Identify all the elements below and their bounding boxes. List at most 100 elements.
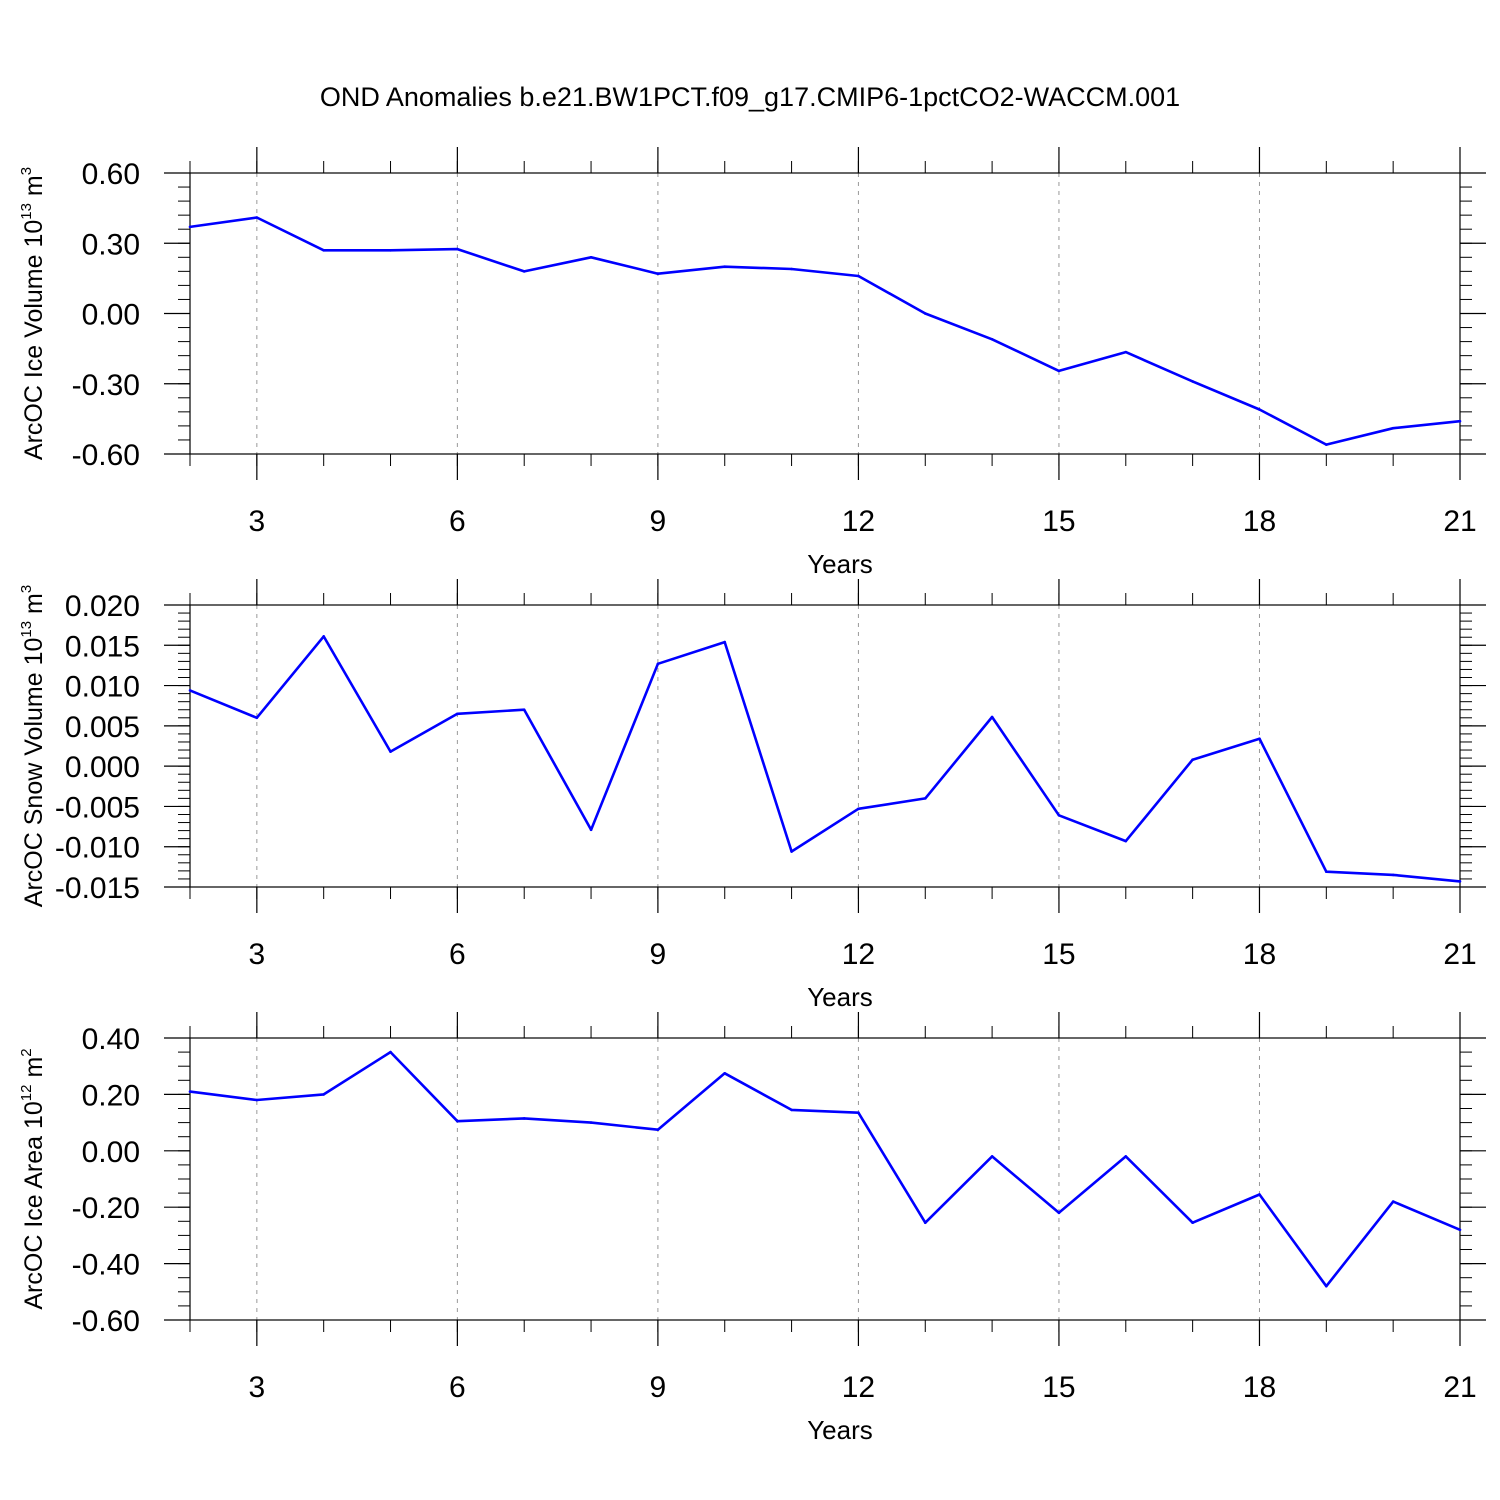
- ice-volume-data-point: [857, 274, 860, 278]
- ice-area-ylabel-unit-exponent: 2: [18, 1048, 35, 1056]
- panel-snow-volume: 3 6 9 12 15 18 21 0.020 0.015 0.010 0.005 0.000 -0.0…: [18, 579, 1486, 1012]
- snow-volume-xlabel: Years: [807, 982, 873, 1012]
- ice-volume-x-tick-label: 21: [1443, 505, 1476, 538]
- snow-volume-data-point: [857, 807, 860, 811]
- panel-ice-area: 3 6 9 12 15 18 21 0.40 0.20 0.00 -0.20 -0.40 -0.60 A…: [18, 1012, 1486, 1445]
- ice-volume-data-point: [723, 265, 727, 268]
- snow-volume-data-point: [322, 635, 325, 638]
- snow-volume-x-tick-label: 3: [248, 938, 265, 971]
- snow-volume-y-tick-label: -0.010: [55, 832, 140, 865]
- ice-volume-series-line: [189, 216, 1461, 446]
- ice-area-data-point: [1124, 1155, 1128, 1158]
- ice-volume-x-tick-label: 6: [449, 505, 466, 538]
- ice-volume-y-tick-label: -0.60: [72, 439, 140, 472]
- ice-area-axes: 3 6 9 12 15 18 21 0.40 0.20 0.00 -0.20 -0.40 -0.60: [72, 1012, 1486, 1404]
- snow-volume-grid: [256, 605, 1260, 887]
- ice-volume-xlabel: Years: [807, 549, 873, 579]
- snow-volume-data-point: [188, 689, 192, 692]
- snow-volume-series: [188, 635, 1462, 883]
- ice-area-data-point: [1325, 1284, 1328, 1288]
- ice-area-data-point: [1258, 1193, 1261, 1196]
- snow-volume-data-point: [1391, 873, 1395, 877]
- panel-ice-volume: 3 6 9 12 15 18 21 0.60 0.30 0.00 -0.30 -0.60 ArcOC …: [18, 147, 1486, 579]
- ice-area-y-tick-label: 0.40: [82, 1023, 140, 1056]
- snow-volume-data-point: [255, 716, 259, 720]
- snow-volume-y-tick-label: -0.015: [55, 872, 140, 905]
- ice-volume-data-point: [456, 247, 459, 251]
- ice-volume-data-point: [656, 272, 660, 275]
- ice-volume-series: [188, 216, 1462, 446]
- ice-area-x-tick-label: 12: [842, 1371, 875, 1404]
- ice-area-data-point: [456, 1119, 459, 1123]
- ice-area-x-tick-label: 15: [1042, 1371, 1075, 1404]
- ice-area-x-tick-label: 6: [449, 1371, 466, 1404]
- snow-volume-data-point: [589, 828, 593, 832]
- snow-volume-data-point: [522, 708, 526, 712]
- ice-volume-y-tick-label: 0.30: [82, 228, 140, 261]
- snow-volume-data-point: [723, 640, 727, 644]
- snow-volume-x-tick-label: 21: [1443, 938, 1476, 971]
- snow-volume-data-point: [990, 715, 994, 719]
- snow-volume-ylabel-prefix: ArcOC Snow Volume 10: [20, 638, 48, 908]
- ice-area-y-tick-label: -0.40: [72, 1249, 140, 1282]
- ice-volume-data-point: [1258, 408, 1261, 411]
- snow-volume-y-tick-label: 0.010: [65, 671, 140, 704]
- snow-volume-data-point: [389, 750, 392, 753]
- snow-volume-y-tick-label: -0.005: [55, 791, 140, 824]
- ice-area-data-point: [522, 1117, 526, 1120]
- snow-volume-data-point: [1124, 839, 1128, 843]
- ice-volume-grid: [256, 173, 1260, 454]
- ice-volume-ylabel-exponent: 13: [18, 203, 35, 220]
- ice-volume-data-point: [188, 225, 192, 229]
- ice-volume-x-tick-label: 9: [650, 505, 667, 538]
- ice-volume-data-point: [1057, 369, 1061, 373]
- snow-volume-axes: 3 6 9 12 15 18 21 0.020 0.015 0.010 0.005 0.000 -0.0…: [55, 579, 1486, 971]
- ice-volume-data-point: [1124, 350, 1128, 354]
- snow-volume-data-point: [923, 797, 927, 800]
- ice-volume-x-tick-label: 18: [1243, 505, 1276, 538]
- snow-volume-ylabel: ArcOC Snow Volume 1013 m3: [18, 585, 48, 907]
- ice-volume-data-point: [990, 337, 994, 341]
- ice-volume-x-tick-label: 15: [1042, 505, 1075, 538]
- snow-volume-data-point: [1191, 758, 1194, 761]
- ice-area-data-point: [322, 1093, 325, 1096]
- ice-area-x-tick-label: 21: [1443, 1371, 1476, 1404]
- ice-area-data-point: [656, 1128, 660, 1131]
- snow-volume-data-point: [456, 712, 459, 716]
- chart-title: OND Anomalies b.e21.BW1PCT.f09_g17.CMIP6…: [320, 82, 1180, 112]
- snow-volume-y-tick-label: 0.020: [65, 590, 140, 623]
- ice-volume-data-point: [1191, 380, 1194, 383]
- ice-area-data-point: [857, 1111, 860, 1115]
- snow-volume-data-point: [1057, 813, 1061, 817]
- ice-area-data-point: [1057, 1211, 1061, 1215]
- snow-volume-x-tick-label: 9: [650, 938, 667, 971]
- snow-volume-x-tick-label: 12: [842, 938, 875, 971]
- ice-volume-data-point: [790, 267, 793, 271]
- ice-area-data-point: [188, 1090, 192, 1093]
- ice-area-x-tick-label: 9: [650, 1371, 667, 1404]
- ice-volume-x-tick-label: 3: [248, 505, 265, 538]
- ice-area-grid: [256, 1038, 1260, 1320]
- ice-area-ylabel-prefix: ArcOC Ice Area 10: [20, 1101, 48, 1309]
- snow-volume-x-tick-label: 6: [449, 938, 466, 971]
- snow-volume-data-point: [656, 662, 660, 666]
- ice-volume-data-point: [589, 255, 593, 259]
- ice-area-series-line: [189, 1050, 1461, 1288]
- ice-area-y-tick-label: -0.60: [72, 1305, 140, 1338]
- ice-volume-axes: 3 6 9 12 15 18 21 0.60 0.30 0.00 -0.30 -0.60: [72, 147, 1486, 538]
- ice-volume-data-point: [255, 216, 259, 219]
- ice-area-data-point: [255, 1098, 259, 1102]
- ice-volume-data-point: [1391, 426, 1395, 430]
- snow-volume-y-tick-label: 0.015: [65, 630, 140, 663]
- snow-volume-y-tick-label: 0.005: [65, 711, 140, 744]
- ice-area-data-point: [1191, 1221, 1194, 1225]
- snow-volume-data-point: [790, 850, 793, 853]
- ice-area-data-point: [589, 1121, 593, 1124]
- ice-area-y-tick-label: -0.20: [72, 1192, 140, 1225]
- ice-volume-data-point: [1325, 443, 1328, 446]
- snow-volume-y-tick-label: 0.000: [65, 751, 140, 784]
- ice-volume-ylabel-unit: m: [20, 175, 48, 203]
- ice-volume-ylabel-prefix: ArcOC Ice Volume 10: [20, 220, 48, 460]
- ice-volume-y-tick-label: 0.00: [82, 299, 140, 332]
